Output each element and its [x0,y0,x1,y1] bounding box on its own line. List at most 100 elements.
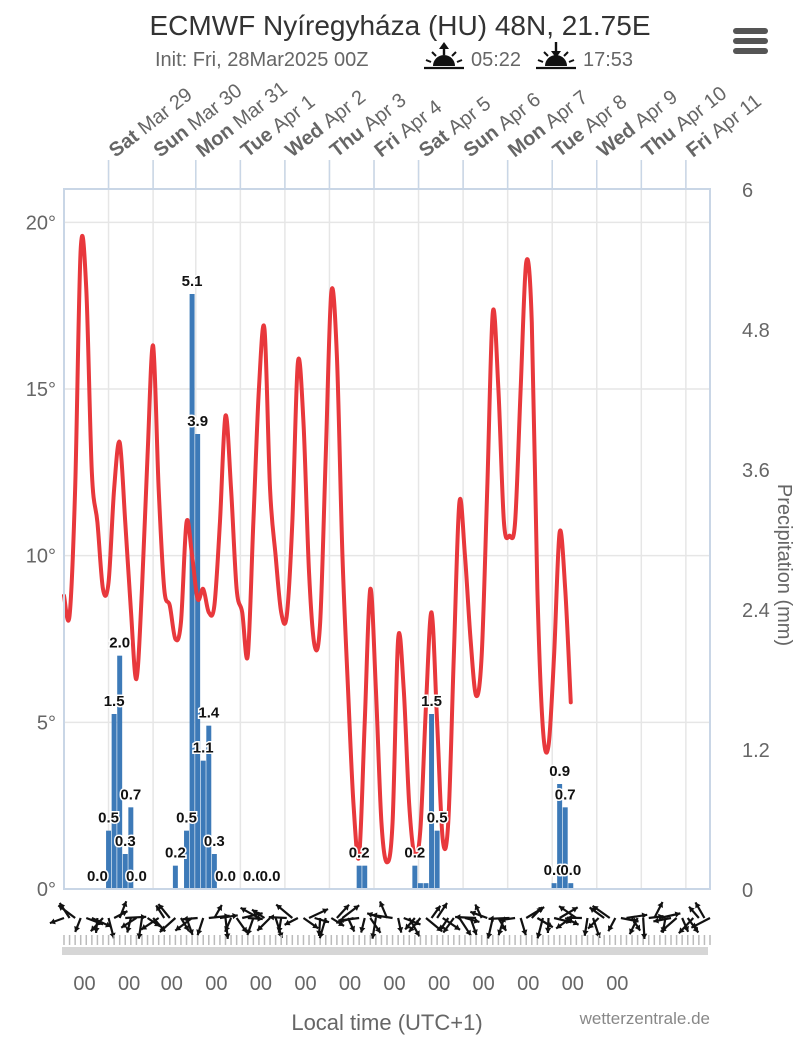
wind-arrow-head [641,933,648,939]
precip-bar [195,434,201,889]
wind-arrow-head [379,901,385,908]
wind-arrow-head [441,902,448,909]
precip-value-label: 0.0 [560,862,581,879]
wind-arrow-head [454,924,461,930]
wind-arrow-head [566,914,573,921]
precip-value-label: 0.5 [98,810,119,827]
wind-arrow-head [683,925,689,932]
wind-arrow-head [455,914,461,921]
wind-arrow-head [588,922,594,929]
wind-arrow-head [349,925,355,932]
wind-arrow-head [353,905,360,911]
x-tick-label: 00 [250,973,272,995]
wind-arrow-head [121,901,128,908]
precip-value-label: 0.0 [544,862,565,879]
wind-arrow-head [634,924,641,931]
y-right-tick-label: 6 [742,180,753,202]
precip-bar [189,294,195,889]
precip-value-label: 2.0 [109,635,130,652]
temperature-line [62,233,573,865]
wind-arrow-head [58,905,65,911]
precip-value-labels: 0.0 0.5 1.5 2.0 0.3 0.7 0.0 0.2 0.5 5.1 3.9 1.1 1.4 0… [85,272,582,887]
y-right-tick-label: 4.8 [742,320,770,342]
wind-arrow-head [276,927,283,933]
precip-value-label: 0.0 [260,868,281,885]
chart-title: ECMWF Nyíregyháza (HU) 48N, 21.75E [149,10,650,41]
wind-arrow-head [187,929,194,935]
x-tick-label: 00 [428,973,450,995]
x-tick-label: 00 [606,973,628,995]
precip-bar [184,830,190,889]
precip-bar [356,865,362,889]
y-right-tick-label: 2.4 [742,600,770,622]
wind-arrow-head [240,907,247,914]
x-tick-label: 00 [205,973,227,995]
precip-bar [568,883,574,889]
wind-arrow-head [470,910,477,917]
y-axis-right-label: Precipitation (mm) [773,484,795,646]
wind-arrow-head [246,929,253,935]
wind-arrow-head [405,923,411,930]
x-axis-label: Local time (UTC+1) [291,1010,482,1035]
wind-arrow-head [572,919,579,926]
precip-value-label: 0.2 [165,845,186,862]
wind-arrow-head [251,909,258,916]
precip-bar [128,807,134,889]
wind-arrow-head [497,929,504,936]
wind-arrow-head [182,915,189,922]
precip-value-label: 3.9 [187,413,208,430]
x-tick-label: 00 [339,973,361,995]
wind-arrows-row [49,900,711,945]
scrollbar-track[interactable] [62,947,708,955]
x-tick-label: 00 [473,973,495,995]
precip-value-label: 5.1 [182,273,203,290]
precip-bar [122,854,128,889]
wind-arrow-head [367,911,374,918]
x-tick-label: 00 [383,973,405,995]
precip-bar [551,883,557,889]
x-tick-label: 00 [118,973,140,995]
wind-arrow-head [141,924,148,930]
wind-arrow-head [397,926,404,933]
wind-arrow-head [692,926,699,933]
wind-arrow-head [322,908,329,915]
wind-arrow-head [121,922,128,928]
wind-arrow-head [439,924,446,931]
wind-arrow-head [629,928,635,935]
y-axis-right-ticks: 0 1.2 2.4 3.6 4.8 6 [742,180,770,902]
wind-arrow-head [674,911,681,918]
wind-arrow-head [471,929,478,935]
wind-arrow-head [312,922,319,929]
precip-bar [562,807,568,889]
wind-arrow-head [500,924,507,931]
wind-arrow-head [224,925,230,932]
precip-value-label: 0.2 [404,845,425,862]
credit-text: wetterzentrale.de [579,1009,710,1028]
wind-arrow-head [241,926,248,933]
precip-value-label: 1.4 [198,705,220,722]
wind-arrow-head [559,906,566,912]
wind-arrow-head [409,925,415,932]
wind-arrow-head [474,904,481,911]
precip-bar [172,865,178,889]
wind-arrow-head [657,901,663,908]
wind-arrow-head [90,925,97,932]
day-separators [107,160,687,889]
wind-arrow-head [571,907,578,913]
plot-frame [63,188,711,890]
wind-arrow-head [473,917,480,924]
hamburger-menu-button[interactable] [728,22,772,60]
precip-value-label: 1.1 [193,740,214,757]
precip-bar [417,883,423,889]
precip-value-label: 0.2 [349,845,370,862]
wind-arrow-head [284,919,291,926]
wind-arrow-head [276,904,283,911]
init-label: Init: Fri, 28Mar2025 00Z [155,49,368,71]
precip-value-label: 0.0 [215,868,236,885]
wind-arrow-head [370,933,377,939]
precip-value-label: 0.0 [87,868,108,885]
wind-arrow-head [691,922,698,929]
wind-arrow-head [689,906,695,913]
wind-arrow-head [678,927,685,934]
y-right-tick-label: 1.2 [742,740,770,762]
